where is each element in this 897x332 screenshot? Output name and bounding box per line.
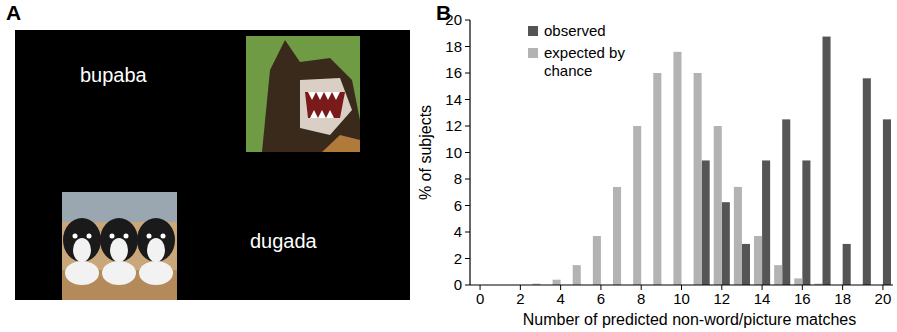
x-tick-label: 6 xyxy=(597,290,605,307)
nonword: dugada xyxy=(250,230,318,252)
x-tick-label: 12 xyxy=(713,290,730,307)
bar xyxy=(802,160,810,285)
bar xyxy=(653,73,661,285)
legend-swatch xyxy=(528,48,538,58)
y-tick-label: 10 xyxy=(445,144,462,161)
photo-angry-dog xyxy=(246,36,360,152)
stimulus-screen xyxy=(15,30,410,300)
bar xyxy=(694,73,702,285)
legend-label-line: chance xyxy=(544,62,592,79)
x-tick-label: 18 xyxy=(834,290,851,307)
y-tick xyxy=(465,73,470,74)
x-tick-label: 16 xyxy=(794,290,811,307)
bar xyxy=(553,280,561,285)
y-tick xyxy=(465,258,470,259)
y-tick-label: 14 xyxy=(445,91,462,108)
bar xyxy=(722,202,730,285)
bar xyxy=(754,236,762,285)
bar xyxy=(734,187,742,285)
y-tick xyxy=(465,232,470,233)
bars xyxy=(532,37,891,285)
y-tick xyxy=(465,99,470,100)
x-tick-label: 4 xyxy=(556,290,564,307)
y-tick-label: 16 xyxy=(445,64,462,81)
y-tick xyxy=(465,20,470,21)
bar xyxy=(794,278,802,285)
bar xyxy=(782,119,790,285)
bar xyxy=(702,160,710,285)
bar xyxy=(883,119,891,285)
legend-label: observed xyxy=(544,22,606,39)
bar xyxy=(742,244,750,285)
figure: ABbupabadugada02468101214161820024681012… xyxy=(0,0,897,332)
bar xyxy=(673,52,681,285)
x-tick-label: 10 xyxy=(673,290,690,307)
y-tick-label: 2 xyxy=(454,250,462,267)
y-tick xyxy=(465,179,470,180)
nonword: bupaba xyxy=(80,64,148,86)
y-tick-label: 6 xyxy=(454,197,462,214)
bar xyxy=(774,265,782,285)
y-tick-label: 20 xyxy=(445,11,462,28)
legend-label-line: expected by xyxy=(544,44,625,61)
x-tick-label: 20 xyxy=(875,290,892,307)
legend: observed expected bychance xyxy=(528,22,625,79)
bar xyxy=(863,78,871,285)
x-tick-label: 0 xyxy=(476,290,484,307)
bar xyxy=(573,265,581,285)
y-tick xyxy=(465,152,470,153)
y-tick-label: 4 xyxy=(454,223,462,240)
y-tick-label: 18 xyxy=(445,38,462,55)
x-tick-label: 2 xyxy=(516,290,524,307)
y-tick xyxy=(465,205,470,206)
photo-puppies xyxy=(62,192,177,300)
x-tick-label: 8 xyxy=(637,290,645,307)
y-tick xyxy=(465,46,470,47)
bar xyxy=(593,236,601,285)
y-tick xyxy=(465,285,470,286)
bar xyxy=(613,187,621,285)
bar xyxy=(823,37,831,285)
bar xyxy=(843,244,851,285)
y-tick xyxy=(465,126,470,127)
y-tick-label: 12 xyxy=(445,117,462,134)
bar xyxy=(714,126,722,285)
legend-label: expected bychance xyxy=(544,44,625,79)
x-axis-label: Number of predicted non-word/picture mat… xyxy=(523,311,857,328)
x-tick-label: 14 xyxy=(754,290,771,307)
y-tick-label: 8 xyxy=(454,170,462,187)
y-axis-label: % of subjects xyxy=(417,105,434,200)
bar xyxy=(633,126,641,285)
panel-label: A xyxy=(6,1,21,24)
y-tick-label: 0 xyxy=(454,276,462,293)
legend-swatch xyxy=(528,26,538,36)
bar xyxy=(762,160,770,285)
